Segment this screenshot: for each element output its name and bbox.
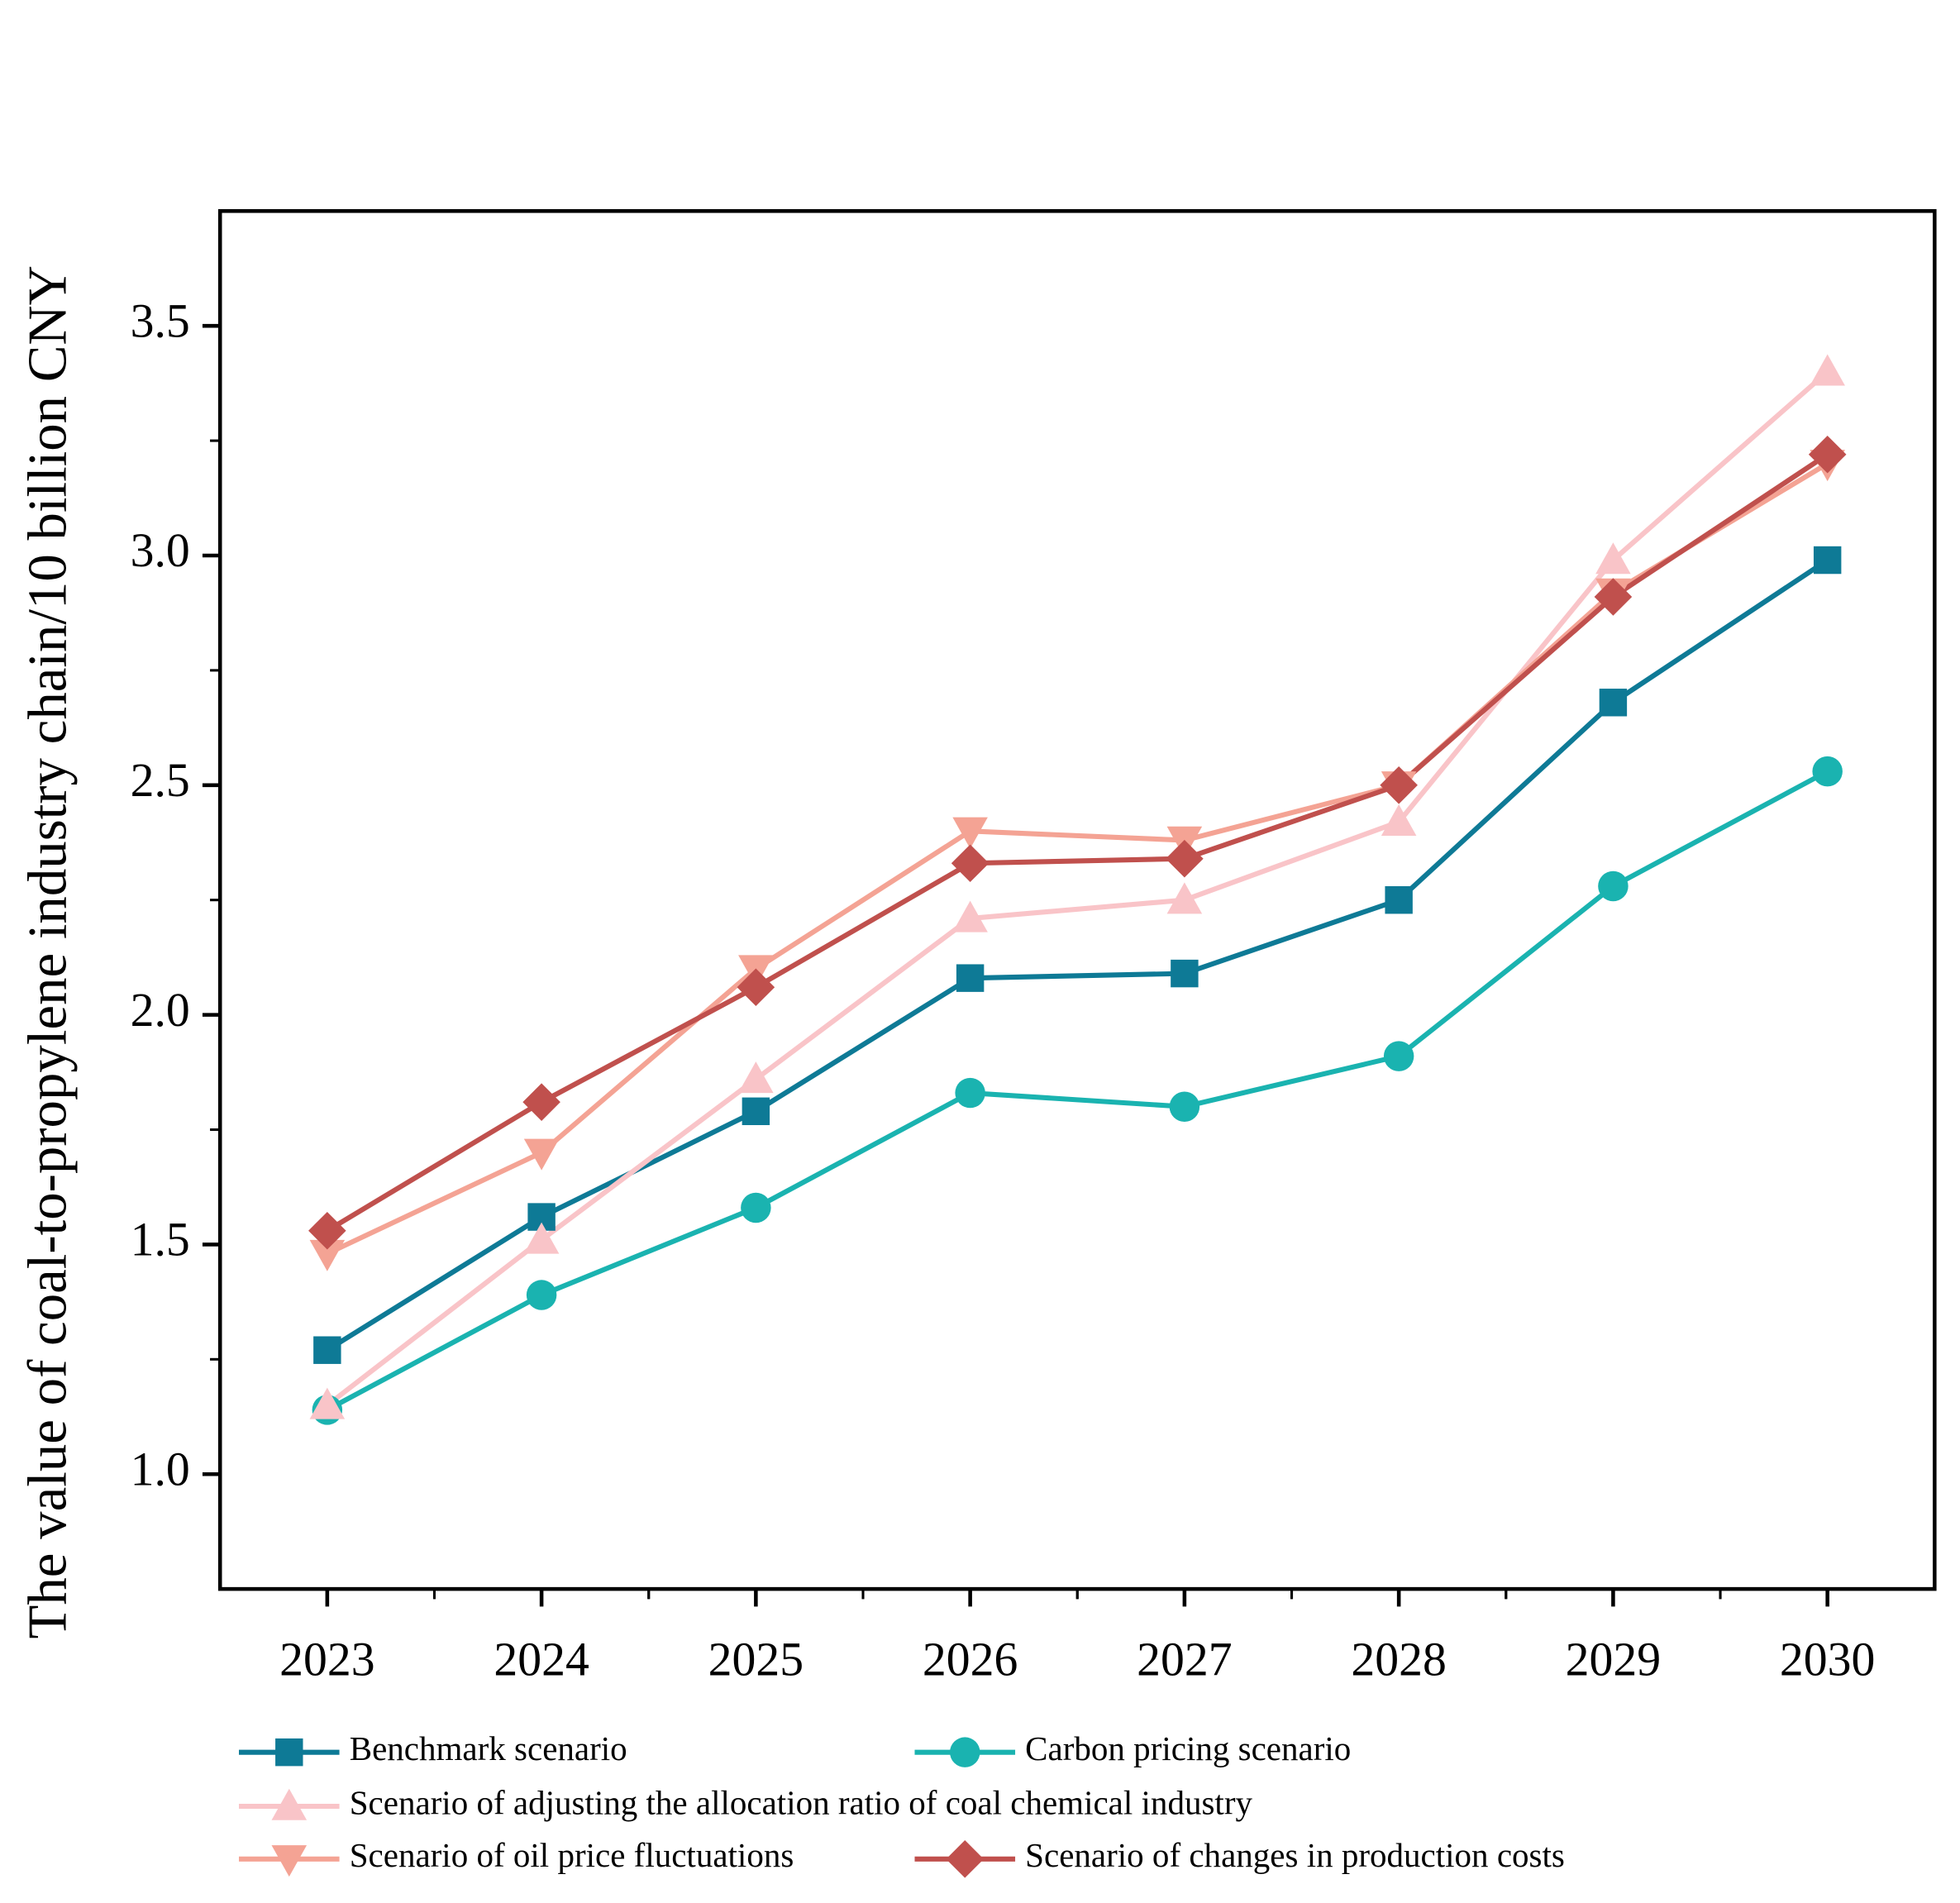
marker [313, 1336, 341, 1364]
marker [1383, 1041, 1414, 1071]
marker [309, 1387, 346, 1419]
x-tick-label: 2026 [923, 1634, 1018, 1686]
y-tick-label: 1.0 [131, 1443, 190, 1495]
plot-frame [217, 208, 1937, 1591]
legend-label: Scenario of oil price fluctuations [350, 1836, 794, 1874]
legend-label: Carbon pricing scenario [1025, 1729, 1351, 1767]
y-axis-label: The value of coal-to-propylene industry … [17, 265, 78, 1638]
marker [526, 1280, 557, 1310]
marker [956, 964, 985, 992]
marker [1169, 1091, 1200, 1122]
marker [523, 1138, 560, 1171]
marker [1380, 766, 1418, 804]
marker [275, 1738, 303, 1767]
y-tick-label: 3.0 [131, 525, 190, 577]
marker [1808, 435, 1847, 474]
x-tick-label: 2029 [1566, 1634, 1661, 1686]
legend-label: Scenario of adjusting the allocation rat… [350, 1783, 1253, 1821]
marker [950, 1737, 980, 1767]
marker [1381, 804, 1417, 836]
marker [1171, 959, 1199, 988]
series-line [326, 769, 1829, 1413]
y-tick-label: 1.5 [131, 1214, 190, 1266]
legend-label: Benchmark scenario [350, 1729, 627, 1767]
x-tick-label: 2023 [279, 1634, 374, 1686]
marker [952, 817, 988, 849]
marker [1166, 882, 1203, 914]
marker [522, 1083, 560, 1121]
marker [946, 1840, 985, 1878]
marker [271, 1788, 308, 1820]
marker [309, 1239, 346, 1271]
marker [1166, 839, 1204, 878]
y-tick-label: 2.0 [131, 985, 190, 1037]
legend-label: Scenario of changes in production costs [1025, 1836, 1565, 1874]
x-tick-label: 2030 [1780, 1634, 1875, 1686]
x-tick-label: 2024 [494, 1634, 589, 1686]
series-line [325, 370, 1829, 1408]
marker [1599, 689, 1628, 717]
series-line [326, 452, 1829, 1233]
plot-area [308, 354, 1847, 1425]
y-tick-label: 3.5 [131, 295, 190, 347]
marker [523, 1222, 560, 1254]
marker [271, 1845, 308, 1877]
marker [952, 900, 988, 932]
x-tick-label: 2028 [1351, 1634, 1446, 1686]
marker [738, 1061, 774, 1094]
marker [1595, 542, 1631, 575]
marker [741, 1192, 771, 1223]
series-line [326, 461, 1829, 1257]
marker [955, 1077, 985, 1109]
series-line [326, 558, 1829, 1352]
marker [737, 968, 775, 1007]
marker [1813, 546, 1842, 575]
x-tick-label: 2025 [708, 1634, 804, 1686]
marker [1385, 885, 1413, 914]
y-tick-label: 2.5 [131, 755, 190, 807]
marker [951, 844, 990, 883]
marker [1810, 354, 1845, 386]
x-tick-label: 2027 [1137, 1634, 1232, 1686]
marker [1598, 870, 1629, 902]
marker [1812, 756, 1843, 787]
marker [742, 1097, 770, 1126]
